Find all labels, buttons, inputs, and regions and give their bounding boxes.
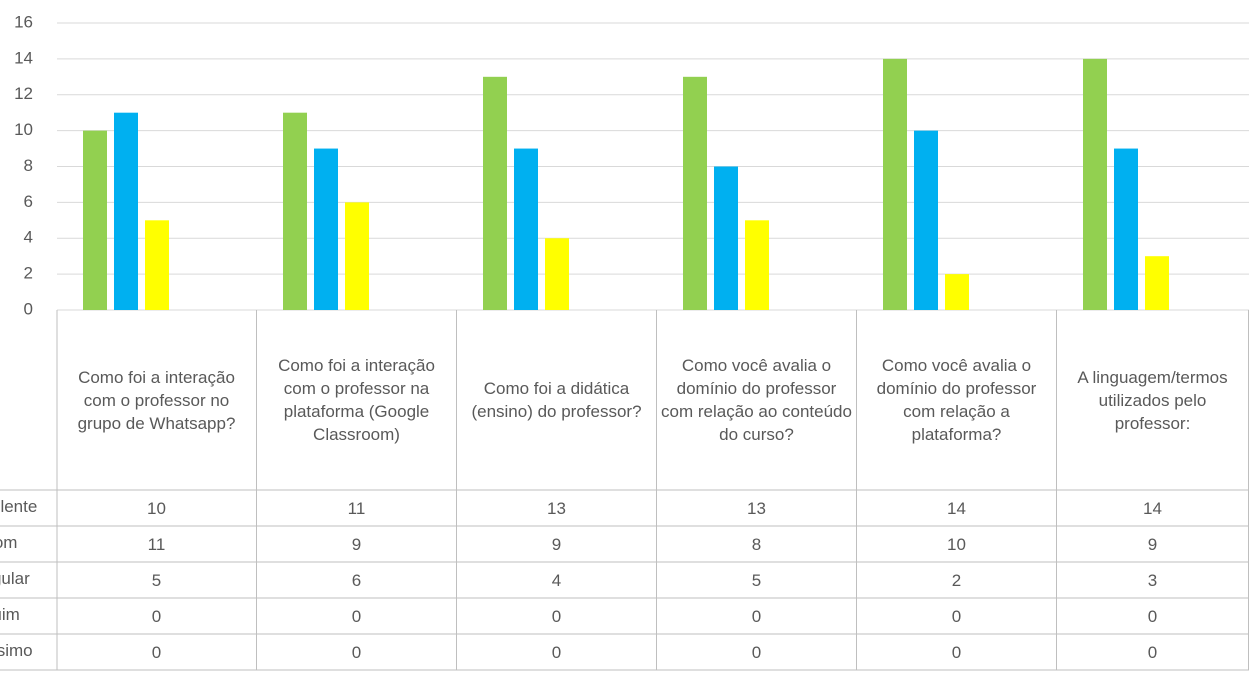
- table-value: 13: [657, 490, 857, 526]
- bar: [945, 274, 969, 310]
- table-value: 11: [57, 526, 257, 562]
- y-tick-label: 10: [14, 120, 33, 139]
- table-value: 11: [257, 490, 457, 526]
- bar: [514, 148, 538, 310]
- bar: [83, 130, 107, 310]
- bar: [545, 238, 569, 310]
- y-tick-label: 16: [14, 12, 33, 31]
- bar: [1145, 256, 1169, 310]
- table-value: 0: [657, 598, 857, 634]
- bar: [145, 220, 169, 310]
- table-value: 0: [857, 634, 1057, 670]
- table-value: 0: [57, 598, 257, 634]
- table-value: 9: [457, 526, 657, 562]
- y-tick-label: 4: [24, 228, 33, 247]
- bar: [345, 202, 369, 310]
- table-value: 10: [57, 490, 257, 526]
- table-value: 0: [857, 598, 1057, 634]
- series-name: Excelente: [0, 497, 38, 516]
- category-label: Como foi a interação com o professor na …: [257, 310, 457, 490]
- bar: [314, 148, 338, 310]
- bar: [483, 76, 507, 310]
- category-label: Como foi a didática (ensino) do professo…: [457, 310, 657, 490]
- y-tick-label: 0: [24, 299, 33, 318]
- bar: [683, 76, 707, 310]
- table-value: 0: [657, 634, 857, 670]
- y-tick-label: 8: [24, 156, 33, 175]
- bar: [714, 166, 738, 310]
- table-value: 2: [857, 562, 1057, 598]
- series-name: Bom: [0, 533, 18, 552]
- table-value: 0: [1057, 634, 1249, 670]
- table-value: 8: [657, 526, 857, 562]
- table-value: 0: [1057, 598, 1249, 634]
- category-label: A linguagem/termos utilizados pelo profe…: [1057, 310, 1249, 490]
- bar: [914, 130, 938, 310]
- bar: [283, 112, 307, 310]
- category-label: Como você avalia o domínio do professor …: [857, 310, 1057, 490]
- table-value: 0: [257, 598, 457, 634]
- table-value: 14: [857, 490, 1057, 526]
- table-value: 5: [57, 562, 257, 598]
- table-value: 5: [657, 562, 857, 598]
- y-tick-label: 6: [24, 192, 33, 211]
- table-value: 0: [257, 634, 457, 670]
- table-value: 0: [457, 634, 657, 670]
- table-value: 9: [257, 526, 457, 562]
- table-value: 13: [457, 490, 657, 526]
- category-label: Como foi a interação com o professor no …: [57, 310, 257, 490]
- table-value: 9: [1057, 526, 1249, 562]
- bar: [114, 112, 138, 310]
- table-value: 0: [457, 598, 657, 634]
- table-value: 4: [457, 562, 657, 598]
- series-name: Péssimo: [0, 641, 33, 660]
- table-value: 3: [1057, 562, 1249, 598]
- bar: [883, 58, 907, 310]
- table-value: 14: [1057, 490, 1249, 526]
- bar: [1114, 148, 1138, 310]
- y-tick-label: 14: [14, 48, 33, 67]
- category-label: Como você avalia o domínio do professor …: [657, 310, 857, 490]
- bar: [1083, 58, 1107, 310]
- y-tick-label: 2: [24, 264, 33, 283]
- table-value: 10: [857, 526, 1057, 562]
- bar: [745, 220, 769, 310]
- table-value: 0: [57, 634, 257, 670]
- table-value: 6: [257, 562, 457, 598]
- y-tick-label: 12: [14, 84, 33, 103]
- series-name: Ruim: [0, 605, 20, 624]
- series-name: Regular: [0, 569, 30, 588]
